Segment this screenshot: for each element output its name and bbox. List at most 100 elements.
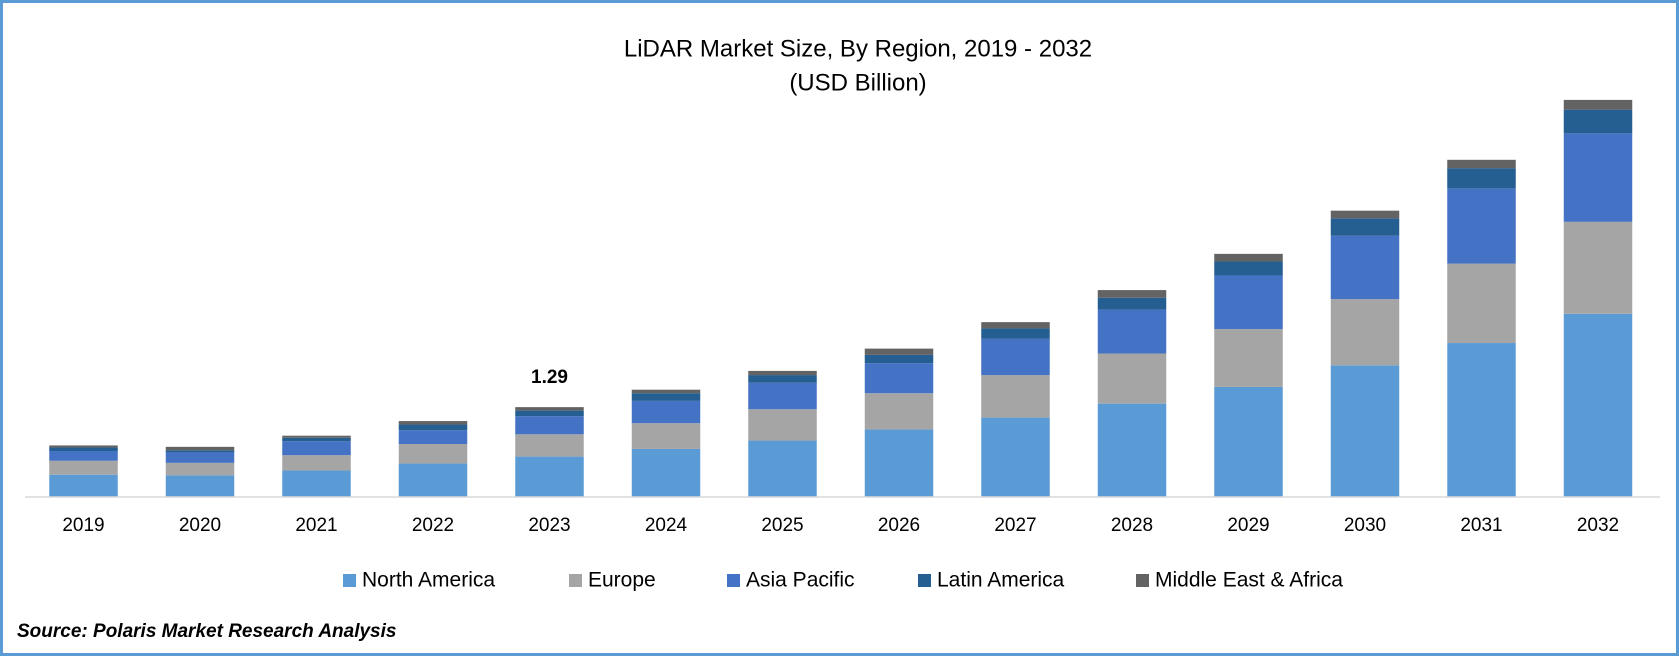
legend-label: Europe: [588, 569, 656, 592]
bar-segment: [398, 463, 468, 497]
bar-segment: [981, 417, 1050, 497]
bar-segment: [515, 410, 584, 417]
data-label: 1.29: [531, 367, 568, 388]
bar-segment: [1330, 210, 1400, 219]
legend-swatch: [569, 574, 582, 587]
bar-segment: [282, 470, 351, 497]
bar-segment: [631, 448, 701, 497]
source: Source: Polaris Market Research Analysis: [17, 621, 396, 642]
x-tick-label: 2019: [62, 515, 104, 536]
bar-segment: [1563, 99, 1633, 110]
bar-segment: [1563, 313, 1633, 497]
bar-segment: [398, 424, 468, 431]
bar-segment: [515, 434, 584, 457]
x-tick-label: 2031: [1460, 515, 1502, 536]
bar-segment: [1447, 263, 1516, 344]
bar-segment: [49, 445, 118, 448]
bar-segment: [1330, 299, 1400, 366]
x-tick-label: 2026: [878, 515, 920, 536]
bar-segment: [1563, 221, 1633, 314]
bar-segment: [1214, 253, 1283, 262]
legend-swatch: [343, 574, 356, 587]
bar-segment: [515, 407, 584, 411]
x-tick-label: 2023: [528, 515, 570, 536]
bar-segment: [864, 393, 934, 430]
x-tick-label: 2029: [1227, 515, 1269, 536]
legend-label: Middle East & Africa: [1155, 569, 1343, 592]
bar-segment: [165, 462, 235, 476]
bar-segment: [748, 370, 817, 376]
bar-segment: [49, 460, 118, 475]
x-tick-label: 2027: [994, 515, 1036, 536]
x-tick-label: 2028: [1111, 515, 1153, 536]
bar-segment: [398, 444, 468, 464]
bar-segment: [1214, 329, 1283, 387]
bar-segment: [49, 474, 118, 497]
x-tick-label: 2022: [412, 515, 454, 536]
bar-segment: [631, 389, 701, 394]
bar-segment: [864, 354, 934, 364]
bar-segment: [1097, 309, 1167, 354]
bar-segment: [165, 450, 235, 453]
bar-segment: [1330, 235, 1400, 300]
bar-segment: [49, 447, 118, 452]
bar-segment: [282, 441, 351, 456]
bar-segment: [864, 429, 934, 497]
chart-subtitle: (USD Billion): [789, 69, 926, 96]
bar-segment: [631, 423, 701, 449]
x-tick-label: 2025: [761, 515, 803, 536]
bar-segment: [1097, 297, 1167, 310]
bar-segment: [748, 382, 817, 410]
bar-segment: [1330, 365, 1400, 497]
bar-segment: [1214, 261, 1283, 276]
bar-segment: [748, 440, 817, 497]
bar-segment: [1447, 343, 1516, 497]
bar-segment: [1447, 168, 1516, 189]
legend-label: Asia Pacific: [746, 569, 855, 592]
bar-segment: [631, 400, 701, 424]
bar-segment: [515, 416, 584, 435]
legend-label: Latin America: [937, 569, 1065, 592]
bar-segment: [165, 446, 235, 451]
bar-segment: [748, 409, 817, 441]
bar-segment: [864, 363, 934, 394]
x-tick-label: 2020: [179, 515, 221, 536]
bar-segment: [1447, 188, 1516, 264]
bar-segment: [1214, 275, 1283, 330]
x-tick-label: 2032: [1577, 515, 1619, 536]
bar-segment: [282, 435, 351, 438]
bar-segment: [398, 421, 468, 425]
bar-segment: [165, 452, 235, 463]
bar-segment: [1214, 386, 1283, 497]
legend-swatch: [727, 574, 740, 587]
legend-swatch: [918, 574, 931, 587]
bar-segment: [981, 322, 1050, 329]
bar-segment: [864, 348, 934, 355]
bar-segment: [1563, 133, 1633, 222]
bar-segment: [981, 328, 1050, 339]
bar-segment: [1097, 353, 1167, 404]
bar-segment: [748, 375, 817, 383]
bar-segment: [282, 437, 351, 442]
x-tick-label: 2024: [645, 515, 688, 536]
bar-segment: [1097, 290, 1167, 298]
bar-segment: [165, 475, 235, 497]
bar-segment: [981, 338, 1050, 376]
legend-swatch: [1136, 574, 1149, 587]
bar-segment: [515, 456, 584, 497]
bar-segment: [1097, 403, 1167, 497]
bar-segment: [1447, 159, 1516, 169]
bar-segment: [398, 430, 468, 445]
x-tick-label: 2021: [295, 515, 337, 536]
bar-segment: [282, 455, 351, 471]
legend-label: North America: [362, 569, 495, 592]
bar-segment: [981, 375, 1050, 418]
x-tick-label: 2030: [1344, 515, 1386, 536]
chart-title: LiDAR Market Size, By Region, 2019 - 203…: [624, 35, 1092, 62]
bar-segment: [1563, 109, 1633, 134]
bar-segment: [631, 393, 701, 401]
bar-segment: [49, 451, 118, 461]
bar-segment: [1330, 218, 1400, 236]
